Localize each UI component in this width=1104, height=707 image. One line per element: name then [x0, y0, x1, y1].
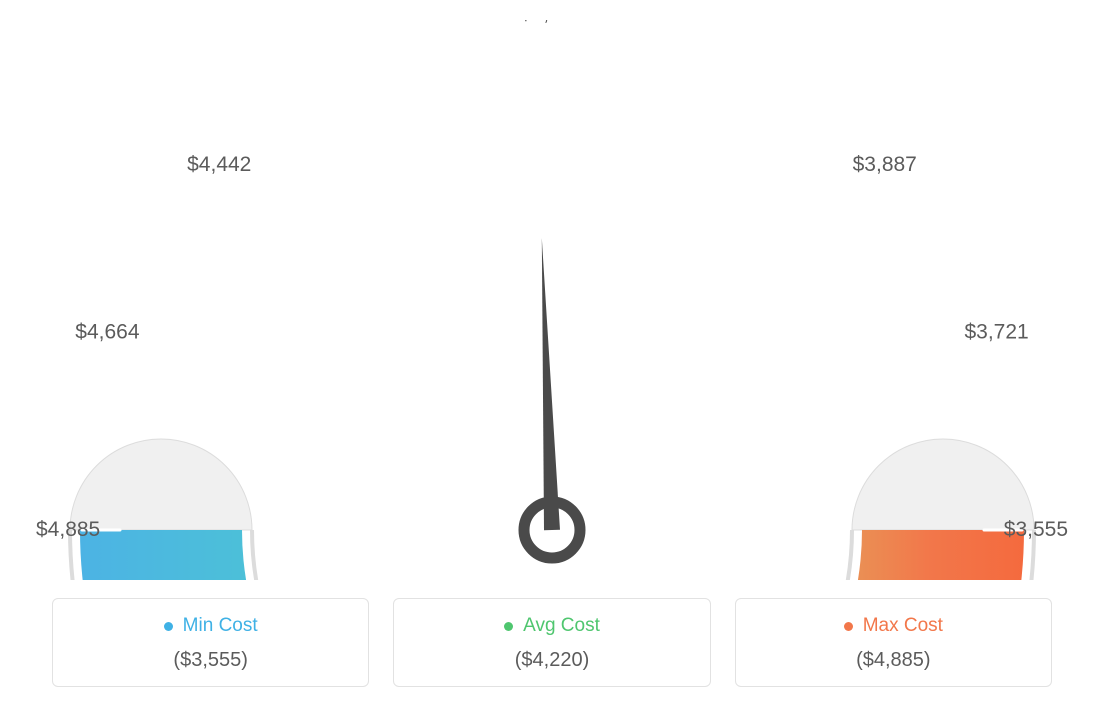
- gauge-svg: $3,555 $3,721 $3,887 $4,220 $4,442 $4,664 $4,8…: [0, 20, 1104, 580]
- legend-title-min: Min Cost: [164, 615, 258, 637]
- gauge-tick-label: $4,885: [36, 518, 100, 541]
- legend-title-avg: Avg Cost: [504, 615, 600, 637]
- legend-card-max: Max Cost ($4,885): [735, 598, 1052, 687]
- legend-value-max: ($4,885): [744, 649, 1043, 672]
- gauge-tick-label: $3,555: [1004, 518, 1068, 541]
- legend-dot-max: [844, 622, 853, 631]
- legend-dot-min: [164, 622, 173, 631]
- gauge-tick-label: $4,220: [520, 20, 584, 25]
- legend-card-avg: Avg Cost ($4,220): [393, 598, 710, 687]
- legend-label-avg: Avg Cost: [523, 615, 600, 637]
- gauge-tick-label: $3,887: [853, 153, 917, 176]
- legend-label-max: Max Cost: [863, 615, 943, 637]
- gauge-tick-label: $4,442: [187, 153, 251, 176]
- gauge-tick-label: $3,721: [964, 321, 1028, 344]
- legend-value-min: ($3,555): [61, 649, 360, 672]
- legend-label-min: Min Cost: [183, 615, 258, 637]
- gauge-tick-label: $4,664: [75, 321, 140, 344]
- legend-card-min: Min Cost ($3,555): [52, 598, 369, 687]
- legend-value-avg: ($4,220): [402, 649, 701, 672]
- legend-row: Min Cost ($3,555) Avg Cost ($4,220) Max …: [52, 598, 1052, 687]
- legend-title-max: Max Cost: [844, 615, 943, 637]
- cost-gauge-chart: $3,555 $3,721 $3,887 $4,220 $4,442 $4,664 $4,8…: [20, 20, 1084, 687]
- legend-dot-avg: [504, 622, 513, 631]
